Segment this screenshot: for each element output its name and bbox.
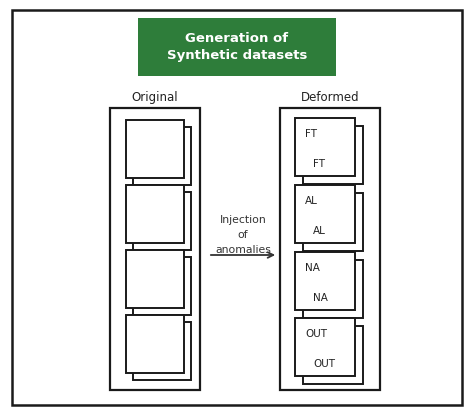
Bar xyxy=(133,322,191,380)
Bar xyxy=(280,108,380,390)
Bar xyxy=(133,192,191,250)
Bar xyxy=(303,260,363,318)
Bar xyxy=(126,120,184,178)
Bar xyxy=(133,127,191,185)
Text: Injection
of
anomalies: Injection of anomalies xyxy=(215,215,271,255)
Bar xyxy=(110,108,200,390)
Text: AL: AL xyxy=(313,226,326,236)
Text: Generation of
Synthetic datasets: Generation of Synthetic datasets xyxy=(167,32,307,63)
Text: OUT: OUT xyxy=(313,359,335,369)
Bar xyxy=(126,250,184,308)
Text: NA: NA xyxy=(305,263,320,273)
FancyBboxPatch shape xyxy=(138,18,336,76)
Text: Deformed: Deformed xyxy=(301,90,359,103)
Bar xyxy=(295,185,355,243)
Bar xyxy=(295,318,355,376)
Text: OUT: OUT xyxy=(305,329,327,339)
Bar xyxy=(303,126,363,184)
Text: AL: AL xyxy=(305,196,318,206)
Text: FT: FT xyxy=(313,159,325,169)
Text: NA: NA xyxy=(313,293,328,303)
Text: FT: FT xyxy=(305,129,317,139)
Bar xyxy=(126,185,184,243)
FancyBboxPatch shape xyxy=(12,10,462,405)
Bar xyxy=(295,252,355,310)
Bar xyxy=(126,315,184,373)
Bar xyxy=(303,193,363,251)
Text: Original: Original xyxy=(132,90,178,103)
Bar xyxy=(295,118,355,176)
Bar xyxy=(133,257,191,315)
Bar xyxy=(303,326,363,384)
